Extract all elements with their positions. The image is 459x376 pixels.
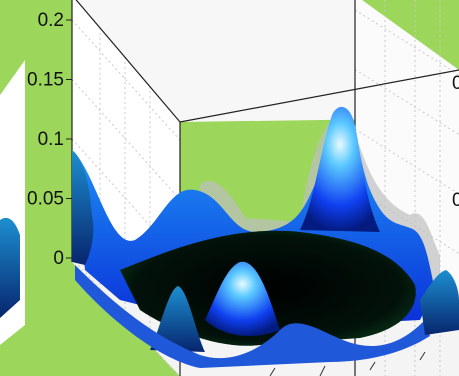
grid-line-left-wall (71, 19, 181, 141)
left-neighbor-surface (0, 217, 20, 318)
right-neighbor-plot (400, 0, 459, 55)
grid-line-right-wall (354, 69, 459, 135)
left-edge-ridge (72, 150, 94, 265)
right-tick-label-upper: 0 (452, 73, 459, 94)
front-ridge (75, 265, 430, 368)
surface (72, 106, 459, 368)
top-right-edge (179, 69, 459, 123)
grid-line-right-wall (354, 9, 459, 76)
z-tick-label: 0 (53, 248, 64, 269)
z-tick-label: 0.2 (38, 10, 64, 31)
peak-back-right (300, 106, 380, 232)
right-tick-label-lower: 0 (452, 190, 459, 211)
peak-front-center (205, 261, 280, 336)
right-edge-hump (420, 270, 459, 335)
top-back-edge (75, 0, 181, 123)
right-tick-labels: 0 0 (452, 73, 459, 211)
front-left-spike (150, 286, 205, 352)
z-tick-label: 0.1 (38, 129, 64, 150)
grid-line-left-wall (71, 79, 181, 200)
surface-floor (120, 230, 416, 346)
grid-line-right-wall (354, 128, 459, 195)
floor-ticks (269, 351, 426, 376)
z-tick-label: 0.15 (27, 70, 64, 91)
z-axis-ticks: 0 0.05 0.1 0.15 0.2 (27, 10, 72, 269)
z-tick-label: 0.05 (27, 189, 64, 210)
grid-line-left-wall (71, 138, 181, 260)
